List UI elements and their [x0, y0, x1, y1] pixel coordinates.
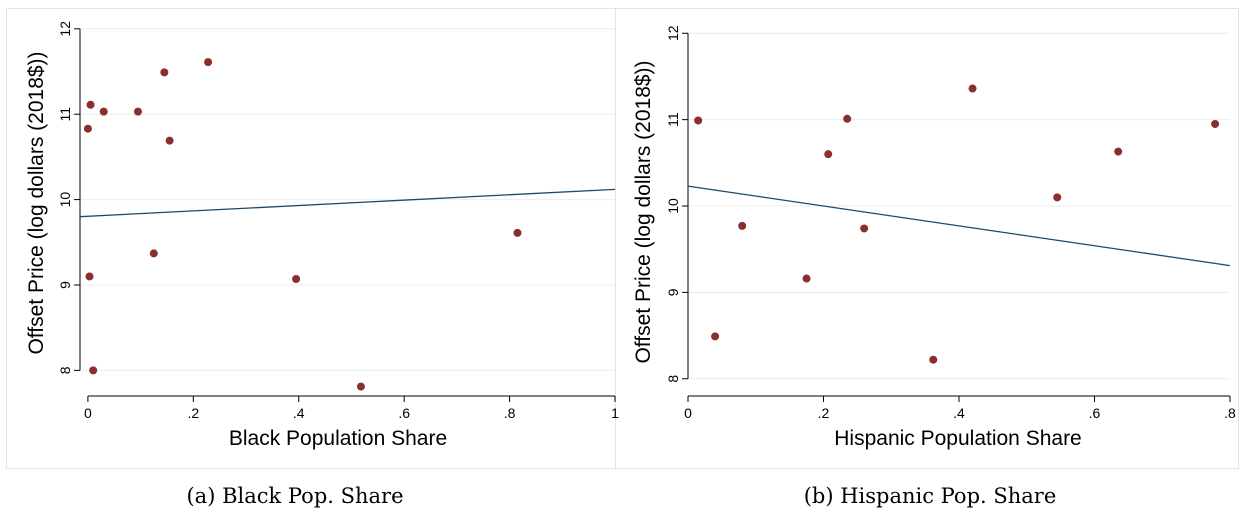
panel-b-fit-line	[687, 185, 1231, 267]
panel-a-data-point	[513, 228, 522, 237]
panel-b-y-tick-label: 12	[665, 25, 681, 41]
panel-a-data-point	[83, 124, 92, 133]
panel-b-points	[694, 84, 1220, 364]
panel-a-x-tick-label: 1	[611, 405, 619, 421]
panel-b-x-tick-label: .2	[818, 405, 830, 421]
panel-a-data-point	[292, 275, 301, 284]
panel-a-y-tick-label: 10	[57, 192, 73, 208]
panel-b-x-tick-label: .6	[1089, 405, 1101, 421]
panel-b-data-point	[929, 355, 938, 364]
panel-a-y-tick-label: 9	[57, 281, 73, 289]
panel-b-grid	[688, 32, 1230, 380]
panel-b-data-point	[738, 221, 747, 230]
panel-b-x-axis-title: Hispanic Population Share	[834, 427, 1082, 450]
panel-a-x-tick-label: .2	[187, 405, 199, 421]
panel-a-data-point	[356, 382, 365, 391]
panel-a-data-point	[133, 107, 142, 116]
panel-a-data-point	[89, 366, 98, 375]
panel-b-fit-line-group	[687, 185, 1231, 267]
panel-a-x-tick-label: .8	[504, 405, 516, 421]
panel-b-data-point	[968, 84, 977, 93]
panel-a-caption: (a) Black Pop. Share	[186, 484, 403, 508]
panel-b-data-point	[824, 150, 833, 159]
panel-b: 8 9 10 11 12 0 .2 .4 .6 .8 Hispanic Population Sh…	[632, 25, 1236, 508]
panel-a-y-axis-title: Offset Price (log dollars (2018$))	[25, 51, 48, 354]
panel-a-grid	[80, 28, 615, 371]
panel-a-y-tick-label: 12	[57, 21, 73, 37]
panel-a-data-point	[85, 272, 94, 281]
panel-b-data-point	[1053, 193, 1062, 202]
panel-b-data-point	[860, 224, 869, 233]
panel-b-data-point	[1114, 147, 1123, 156]
panel-a-data-point	[149, 249, 158, 258]
panel-a-data-point	[160, 68, 169, 77]
panel-b-y-tick-label: 10	[665, 198, 681, 214]
panel-a-x-tick-label: .4	[293, 405, 305, 421]
panel-a-data-point	[165, 136, 174, 145]
panel-b-y-axis-title: Offset Price (log dollars (2018$))	[632, 60, 655, 363]
panel-a-x-tick-label: 0	[84, 405, 92, 421]
panel-b-axes: 8 9 10 11 12 0 .2 .4 .6 .8	[665, 25, 1236, 421]
panel-b-x-tick-label: .4	[953, 405, 965, 421]
panel-a-x-axis-title: Black Population Share	[229, 427, 447, 450]
panel-b-data-point	[694, 116, 703, 125]
panel-a-axes: 8 9 10 11 12 0 .2 .4 .6 .8 1	[57, 21, 619, 421]
panel-a-data-point	[204, 58, 213, 67]
panel-a-x-tick-label: .6	[398, 405, 410, 421]
panel-a-y-tick-label: 8	[57, 366, 73, 374]
panel-b-y-tick-label: 9	[665, 288, 681, 296]
panel-a-fit-line	[79, 188, 616, 218]
panel-b-data-point	[1211, 119, 1220, 128]
panel-b-x-tick-label: .8	[1224, 405, 1236, 421]
panel-a-points	[83, 58, 522, 391]
panel-a-y-tick-label: 11	[57, 107, 73, 122]
panel-b-frame	[615, 8, 1239, 469]
panel-b-x-tick-label: 0	[684, 405, 692, 421]
panel-a-frame	[6, 8, 616, 469]
panel-b-y-tick-label: 11	[665, 112, 681, 127]
panel-a-data-point	[86, 100, 95, 109]
panel-a-data-point	[99, 107, 108, 116]
panel-b-data-point	[711, 332, 720, 341]
panel-a: 8 9 10 11 12 0 .2 .4 .6 .8 1 Black Population Shar…	[25, 21, 619, 508]
panel-b-data-point	[802, 274, 811, 283]
panel-b-y-tick-label: 8	[665, 375, 681, 383]
panel-a-fit-line-group	[79, 188, 616, 218]
panel-b-data-point	[843, 114, 852, 123]
panel-b-caption: (b) Hispanic Pop. Share	[804, 484, 1057, 508]
